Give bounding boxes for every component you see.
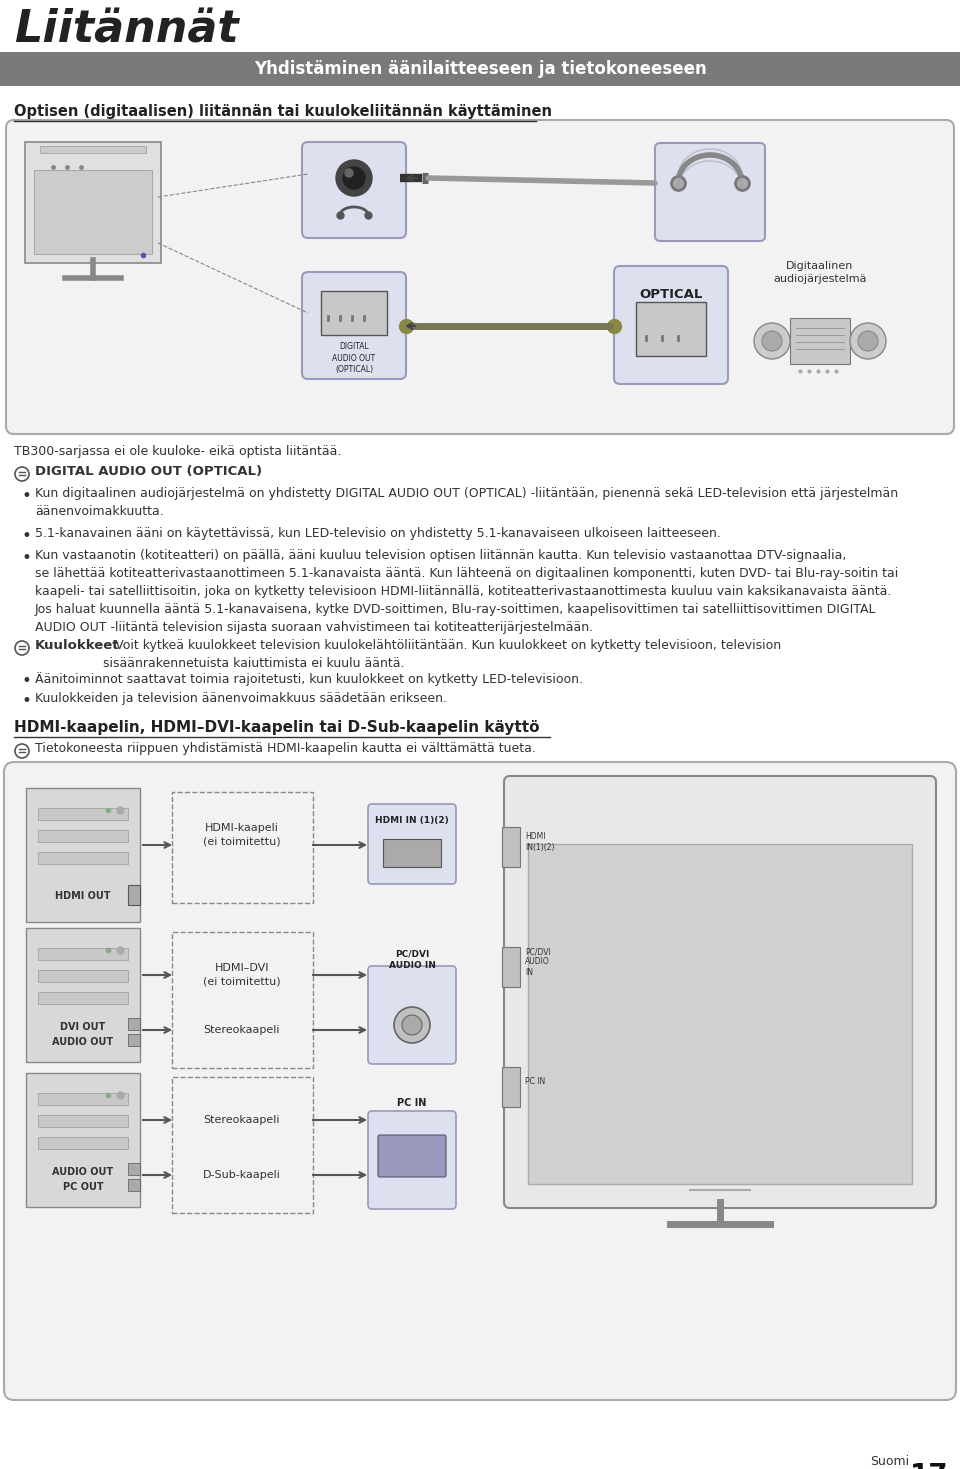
Circle shape <box>850 323 886 358</box>
Text: PC OUT: PC OUT <box>62 1183 104 1191</box>
Text: HDMI–DVI
(ei toimitettu): HDMI–DVI (ei toimitettu) <box>204 964 281 987</box>
Text: •: • <box>22 692 32 710</box>
Text: Suomi: Suomi <box>870 1454 909 1468</box>
Text: •: • <box>22 549 32 567</box>
Text: PC IN: PC IN <box>397 1097 426 1108</box>
Text: 17: 17 <box>910 1462 948 1469</box>
Bar <box>128 1163 140 1175</box>
Circle shape <box>343 167 365 190</box>
Text: Äänitoiminnot saattavat toimia rajoitetusti, kun kuulokkeet on kytketty LED-tele: Äänitoiminnot saattavat toimia rajoitetu… <box>35 671 583 686</box>
Text: : Voit kytkeä kuulokkeet television kuulokelähtöliitäntään. Kun kuulokkeet on ky: : Voit kytkeä kuulokkeet television kuul… <box>103 639 781 670</box>
Bar <box>528 845 912 1184</box>
Bar <box>38 1115 128 1127</box>
FancyBboxPatch shape <box>655 142 765 241</box>
FancyBboxPatch shape <box>614 266 728 383</box>
Text: HDMI IN (1)(2): HDMI IN (1)(2) <box>375 815 449 824</box>
Bar <box>128 884 140 905</box>
Bar <box>0 51 960 87</box>
Text: Optisen (digitaalisen) liitännän tai kuulokeliitännän käyttäminen: Optisen (digitaalisen) liitännän tai kuu… <box>14 104 552 119</box>
Text: Kuulokkeet: Kuulokkeet <box>35 639 119 652</box>
FancyBboxPatch shape <box>378 1136 446 1177</box>
Text: D-Sub-kaapeli: D-Sub-kaapeli <box>204 1169 281 1180</box>
Text: Yhdistäminen äänilaitteeseen ja tietokoneeseen: Yhdistäminen äänilaitteeseen ja tietokon… <box>253 60 707 78</box>
Text: HDMI OUT: HDMI OUT <box>56 892 110 900</box>
Circle shape <box>762 331 782 351</box>
Text: HDMI-kaapelin, HDMI–DVI-kaapelin tai D-Sub-kaapelin käyttö: HDMI-kaapelin, HDMI–DVI-kaapelin tai D-S… <box>14 720 540 734</box>
FancyBboxPatch shape <box>790 317 850 364</box>
FancyBboxPatch shape <box>4 762 956 1400</box>
Bar <box>38 1093 128 1105</box>
Circle shape <box>336 160 372 195</box>
Text: HDMI-kaapeli
(ei toimitettu): HDMI-kaapeli (ei toimitettu) <box>204 824 281 846</box>
Text: •: • <box>22 671 32 690</box>
Bar <box>128 1180 140 1191</box>
Text: Digitaalinen
audiojärjestelmä: Digitaalinen audiojärjestelmä <box>773 261 867 284</box>
Bar <box>38 948 128 961</box>
FancyBboxPatch shape <box>368 967 456 1064</box>
Text: •: • <box>22 527 32 545</box>
Bar <box>38 830 128 842</box>
Text: PC IN: PC IN <box>525 1077 545 1087</box>
Text: PC/DVI
AUDIO IN: PC/DVI AUDIO IN <box>389 950 436 970</box>
Bar <box>38 970 128 981</box>
FancyBboxPatch shape <box>6 120 954 433</box>
Text: Kuulokkeiden ja television äänenvoimakkuus säädetään erikseen.: Kuulokkeiden ja television äänenvoimakku… <box>35 692 447 705</box>
Bar <box>38 992 128 1003</box>
Bar <box>383 839 441 867</box>
Text: PC/DVI
AUDIO
IN: PC/DVI AUDIO IN <box>525 948 551 977</box>
Text: AUDIO OUT: AUDIO OUT <box>53 1166 113 1177</box>
Text: Stereokaapeli: Stereokaapeli <box>204 1115 280 1125</box>
Text: HDMI
IN(1)(2): HDMI IN(1)(2) <box>525 833 555 852</box>
Bar <box>502 827 520 867</box>
Circle shape <box>402 1015 422 1036</box>
FancyBboxPatch shape <box>636 303 706 355</box>
Text: TB300-sarjassa ei ole kuuloke- eikä optista liitäntää.: TB300-sarjassa ei ole kuuloke- eikä opti… <box>14 445 342 458</box>
Text: DIGITAL
AUDIO OUT
(OPTICAL): DIGITAL AUDIO OUT (OPTICAL) <box>332 342 375 373</box>
Circle shape <box>394 1008 430 1043</box>
FancyBboxPatch shape <box>26 928 140 1062</box>
Text: Kun vastaanotin (kotiteatteri) on päällä, ääni kuuluu television optisen liitänn: Kun vastaanotin (kotiteatteri) on päällä… <box>35 549 899 635</box>
FancyBboxPatch shape <box>26 787 140 923</box>
FancyBboxPatch shape <box>368 1111 456 1209</box>
Bar <box>128 1034 140 1046</box>
Text: AUDIO OUT: AUDIO OUT <box>53 1037 113 1047</box>
FancyBboxPatch shape <box>25 142 161 263</box>
FancyBboxPatch shape <box>40 145 146 153</box>
Bar <box>38 1137 128 1149</box>
FancyBboxPatch shape <box>34 170 152 254</box>
Circle shape <box>345 169 353 176</box>
Bar <box>502 948 520 987</box>
Text: Stereokaapeli: Stereokaapeli <box>204 1025 280 1036</box>
Text: Tietokoneesta riippuen yhdistämistä HDMI-kaapelin kautta ei välttämättä tueta.: Tietokoneesta riippuen yhdistämistä HDMI… <box>35 742 536 755</box>
Text: Liitännät: Liitännät <box>14 7 239 51</box>
Text: DIGITAL AUDIO OUT (OPTICAL): DIGITAL AUDIO OUT (OPTICAL) <box>35 466 262 477</box>
Text: 5.1-kanavainen ääni on käytettävissä, kun LED-televisio on yhdistetty 5.1-kanava: 5.1-kanavainen ääni on käytettävissä, ku… <box>35 527 721 541</box>
Bar <box>128 1018 140 1030</box>
FancyBboxPatch shape <box>302 272 406 379</box>
Bar <box>38 852 128 864</box>
Circle shape <box>754 323 790 358</box>
FancyBboxPatch shape <box>26 1072 140 1208</box>
Bar <box>502 1066 520 1108</box>
Circle shape <box>858 331 878 351</box>
FancyBboxPatch shape <box>321 291 387 335</box>
Text: DVI OUT: DVI OUT <box>60 1022 106 1033</box>
Text: •: • <box>22 488 32 505</box>
Text: Kun digitaalinen audiojärjestelmä on yhdistetty DIGITAL AUDIO OUT (OPTICAL) -lii: Kun digitaalinen audiojärjestelmä on yhd… <box>35 488 899 519</box>
FancyBboxPatch shape <box>368 804 456 884</box>
FancyBboxPatch shape <box>302 142 406 238</box>
Bar <box>38 808 128 820</box>
Text: OPTICAL: OPTICAL <box>639 288 703 301</box>
FancyBboxPatch shape <box>504 776 936 1208</box>
